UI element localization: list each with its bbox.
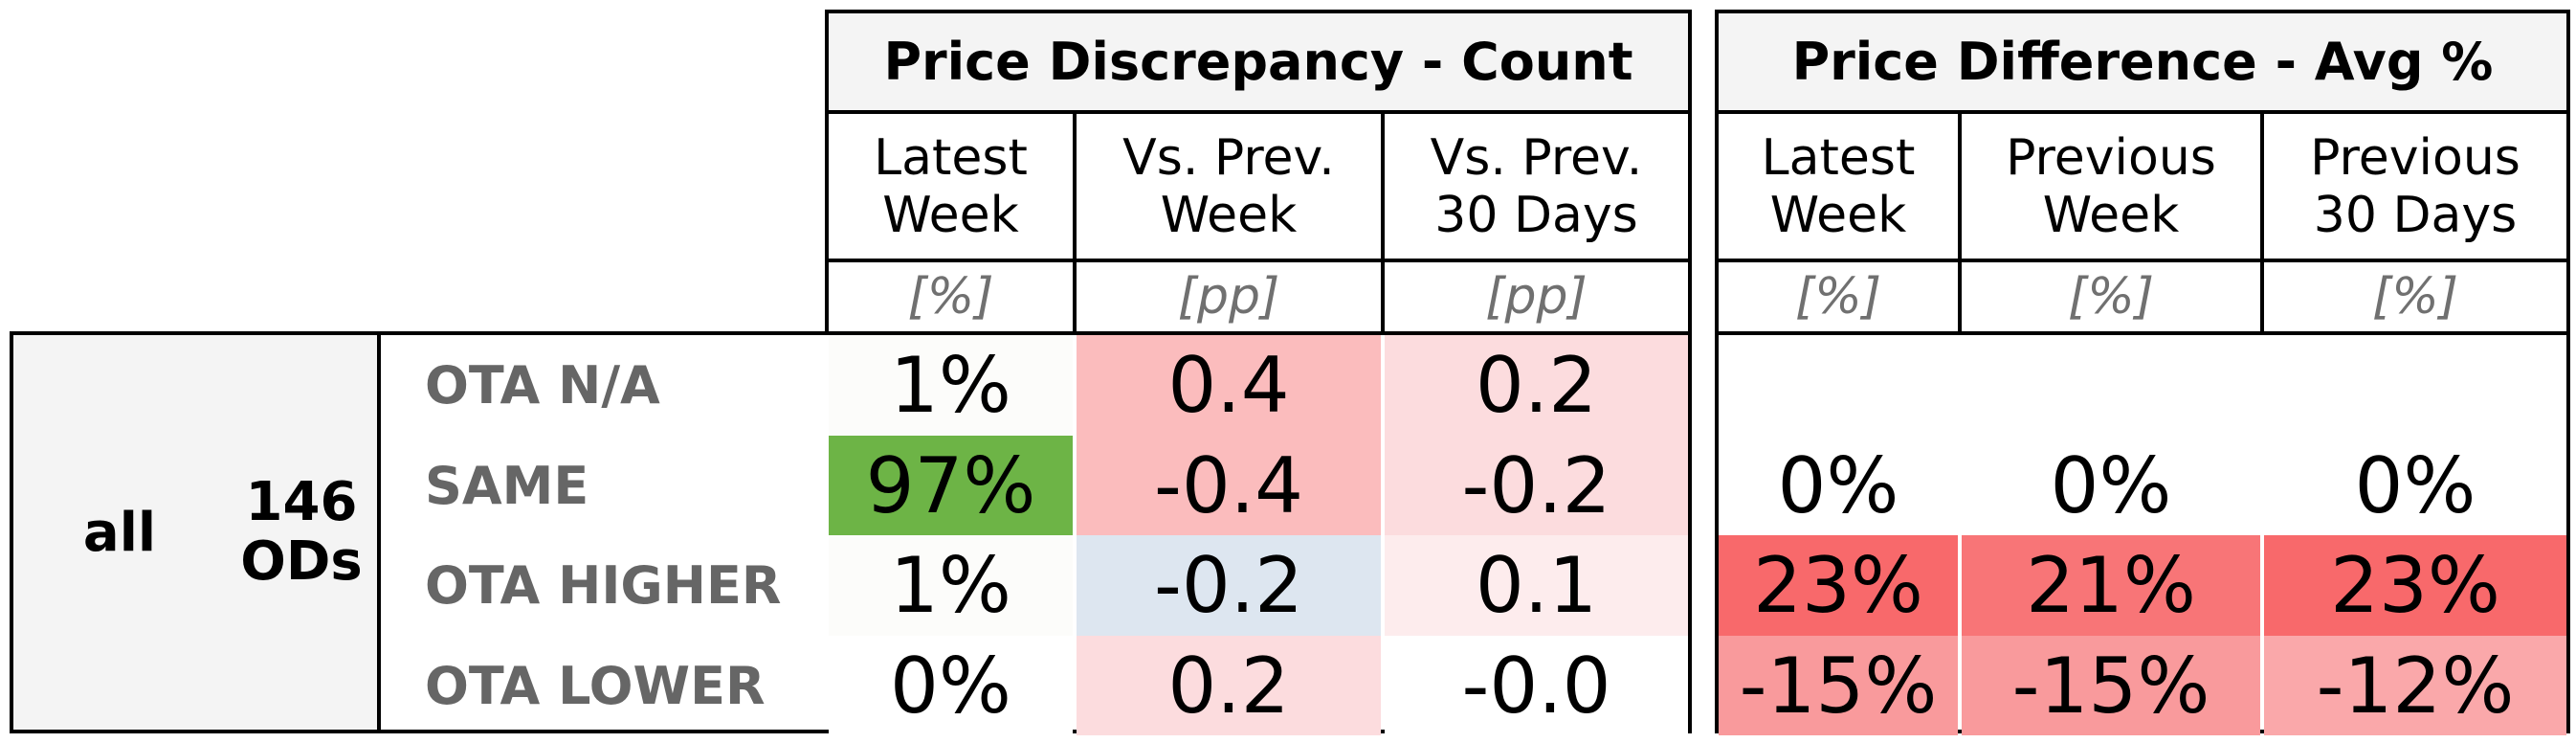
avg-value-cell: -12%	[2264, 636, 2566, 735]
count-value-cell: 0.2	[1077, 636, 1381, 735]
count-col-divider-1	[1073, 110, 1077, 335]
count-col-divider-2	[1381, 110, 1385, 335]
segment-name: all	[82, 501, 157, 564]
avg-col-divider-1	[1958, 110, 1962, 335]
count-value-cell: 1%	[829, 535, 1073, 636]
avg-value-cell: 21%	[1962, 535, 2260, 636]
avg-value-cell	[1719, 335, 1958, 436]
count-value-cell: 0.4	[1077, 335, 1381, 436]
count-col-latest-week: Latest Week	[874, 128, 1028, 244]
row-label: OTA LOWER	[425, 655, 766, 716]
count-unit-vs-prev-week: [pp]	[1177, 268, 1280, 326]
row-label: OTA HIGHER	[425, 555, 782, 616]
avg-value-cell	[1962, 335, 2260, 436]
count-group-title: Price Discrepancy - Count	[825, 10, 1692, 114]
avg-col-latest-week: Latest Week	[1761, 128, 1916, 244]
count-unit-vs-prev-30-days: [pp]	[1485, 268, 1588, 326]
count-value-cell: 0.2	[1385, 335, 1688, 436]
count-header-divider	[825, 259, 1692, 262]
avg-value-cell: 23%	[2264, 535, 2566, 636]
segment-count: 146 ODs	[240, 471, 363, 593]
avg-col-previous-week: Previous Week	[2006, 128, 2216, 244]
avg-value-cell: 23%	[1719, 535, 1958, 636]
avg-col-previous-30-days: Previous 30 Days	[2310, 128, 2520, 244]
count-unit-latest-week: [%]	[907, 268, 994, 326]
count-columns-header	[825, 110, 1692, 335]
avg-value-cell: -15%	[1962, 636, 2260, 735]
count-value-cell: -0.2	[1385, 436, 1688, 535]
count-value-cell: -0.0	[1385, 636, 1688, 735]
count-value-cell: -0.4	[1077, 436, 1381, 535]
avg-group-title: Price Difference - Avg %	[1715, 10, 2570, 114]
avg-value-cell: 0%	[2264, 436, 2566, 535]
avg-unit-previous-week: [%]	[2068, 268, 2154, 326]
count-col-vs-prev-week: Vs. Prev. Week	[1122, 128, 1335, 244]
avg-unit-latest-week: [%]	[1795, 268, 1881, 326]
count-value-cell: 1%	[829, 335, 1073, 436]
avg-value-cell: 0%	[1962, 436, 2260, 535]
segment-panel	[10, 331, 381, 733]
avg-columns-header	[1715, 110, 2570, 335]
row-label: SAME	[425, 455, 589, 516]
count-value-cell: 0%	[829, 636, 1073, 735]
count-value-cell: -0.2	[1077, 535, 1381, 636]
count-value-cell: 97%	[829, 436, 1073, 535]
count-col-vs-prev-30-days: Vs. Prev. 30 Days	[1430, 128, 1643, 244]
avg-unit-previous-30-days: [%]	[2372, 268, 2458, 326]
avg-value-cell	[2264, 335, 2566, 436]
avg-col-divider-2	[2260, 110, 2264, 335]
avg-value-cell: -15%	[1719, 636, 1958, 735]
count-value-cell: 0.1	[1385, 535, 1688, 636]
avg-value-cell: 0%	[1719, 436, 1958, 535]
avg-header-divider	[1715, 259, 2570, 262]
row-label: OTA N/A	[425, 355, 660, 416]
